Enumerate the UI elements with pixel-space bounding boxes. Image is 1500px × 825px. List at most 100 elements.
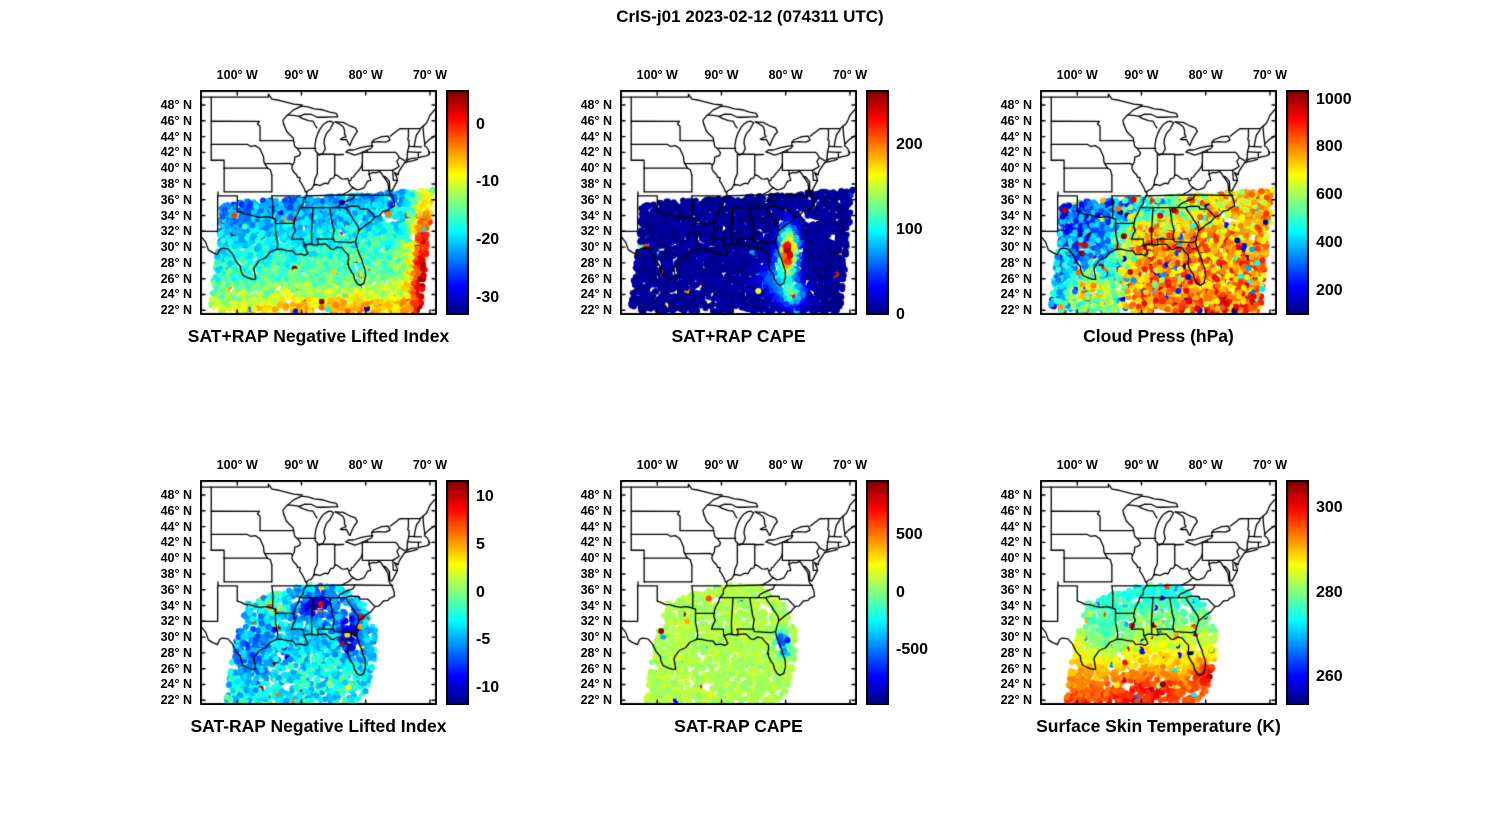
lon-tick-label: 70° W <box>1252 458 1288 472</box>
lon-tick-label: 70° W <box>1252 68 1288 82</box>
colorbar-tick-label: 1000 <box>1316 90 1352 108</box>
lat-tick-label: 30° N <box>580 630 612 645</box>
colorbar <box>446 480 469 705</box>
lat-tick-label: 48° N <box>580 488 612 502</box>
lon-tick-label: 100° W <box>1056 68 1098 82</box>
colorbar-tick-label: 800 <box>1316 138 1343 156</box>
map-canvas <box>620 480 857 705</box>
colorbar-tick-label: 100 <box>896 221 923 239</box>
lat-tick-label: 28° N <box>160 645 192 660</box>
lat-tick-label: 34° N <box>580 208 612 223</box>
colorbar <box>446 90 469 315</box>
colorbar-tick-label: 10 <box>476 488 494 506</box>
lat-tick-label: 22° N <box>580 303 612 318</box>
colorbar <box>1286 90 1309 315</box>
lat-tick-label: 32° N <box>160 614 192 629</box>
lat-tick-label: 30° N <box>160 240 192 255</box>
lat-tick-label: 28° N <box>580 645 612 660</box>
lat-tick-label: 38° N <box>160 566 192 581</box>
colorbar-tick-label: -10 <box>476 678 500 696</box>
lon-tick-label: 90° W <box>284 68 319 82</box>
lat-tick-label: 46° N <box>1000 503 1032 518</box>
lon-tick-label: 70° W <box>832 68 868 82</box>
lat-tick-label: 32° N <box>1000 614 1032 629</box>
lat-tick-label: 24° N <box>1000 677 1032 692</box>
lon-tick-label: 100° W <box>636 68 678 82</box>
lon-tick-label: 90° W <box>704 68 739 82</box>
colorbar-tick-label: 200 <box>1316 282 1343 300</box>
lat-tick-label: 46° N <box>580 113 612 128</box>
lat-tick-label: 24° N <box>160 287 192 302</box>
lon-tick-label: 80° W <box>768 458 803 472</box>
lat-tick-label: 40° N <box>1000 551 1032 566</box>
lat-tick-label: 36° N <box>580 582 612 597</box>
lat-tick-label: 48° N <box>1000 98 1032 112</box>
lat-tick-label: 36° N <box>1000 582 1032 597</box>
colorbar-tick-label: -10 <box>476 173 500 191</box>
lat-tick-label: 34° N <box>1000 598 1032 613</box>
lat-tick-label: 36° N <box>160 582 192 597</box>
lat-tick-label: 44° N <box>1000 129 1032 144</box>
lat-tick-label: 34° N <box>160 598 192 613</box>
lon-tick-label: 100° W <box>1056 458 1098 472</box>
lat-tick-label: 48° N <box>580 98 612 112</box>
lat-tick-label: 26° N <box>1000 661 1032 676</box>
lat-tick-label: 44° N <box>160 519 192 534</box>
lat-tick-label: 26° N <box>160 661 192 676</box>
lat-tick-label: 40° N <box>160 161 192 176</box>
lat-tick-label: 46° N <box>160 503 192 518</box>
lon-tick-label: 70° W <box>832 458 868 472</box>
panel-surface-skin-temperature: Surface Skin Temperature (K) 100° W 90° W… <box>950 440 1380 755</box>
colorbar-tick-label: 0 <box>476 115 485 133</box>
map-canvas <box>1040 90 1277 315</box>
lat-tick-label: 32° N <box>1000 224 1032 239</box>
colorbar-tick-label: -30 <box>476 288 500 306</box>
lon-tick-label: 90° W <box>704 458 739 472</box>
colorbar-tick-label: -20 <box>476 231 500 248</box>
panel-title: SAT-RAP CAPE <box>674 716 803 736</box>
lat-tick-label: 24° N <box>580 677 612 692</box>
panel-sat-minus-rap-negative-lifted-index: SAT-RAP Negative Lifted Index 100° W 90° … <box>110 440 540 755</box>
colorbar-tick-label: 0 <box>896 306 905 323</box>
lon-tick-label: 80° W <box>1188 458 1223 472</box>
colorbar-tick-label: 600 <box>1316 186 1343 204</box>
lat-tick-label: 48° N <box>160 488 192 502</box>
lat-tick-label: 30° N <box>160 630 192 645</box>
lon-tick-label: 90° W <box>1124 68 1159 82</box>
map-canvas <box>200 90 437 315</box>
lat-tick-label: 36° N <box>580 192 612 207</box>
lat-tick-label: 42° N <box>580 145 612 160</box>
colorbar <box>1286 480 1309 705</box>
colorbar-tick-label: 200 <box>896 136 923 154</box>
lat-tick-label: 34° N <box>160 208 192 223</box>
lat-tick-label: 32° N <box>580 224 612 239</box>
lat-tick-label: 26° N <box>160 271 192 286</box>
lon-tick-label: 80° W <box>348 458 383 472</box>
panel-title: Surface Skin Temperature (K) <box>1036 716 1281 736</box>
colorbar-tick-label: 280 <box>1316 583 1343 601</box>
colorbar-tick-label: 500 <box>896 526 923 544</box>
lat-tick-label: 28° N <box>160 255 192 270</box>
lat-tick-label: 22° N <box>160 303 192 318</box>
lat-tick-label: 42° N <box>160 145 192 160</box>
lat-tick-label: 28° N <box>580 255 612 270</box>
lat-tick-label: 46° N <box>1000 113 1032 128</box>
map-canvas <box>200 480 437 705</box>
lon-tick-label: 100° W <box>216 68 258 82</box>
figure-title: CrIS-j01 2023-02-12 (074311 UTC) <box>616 7 884 26</box>
lon-tick-label: 80° W <box>1188 68 1223 82</box>
lat-tick-label: 38° N <box>580 566 612 581</box>
lat-tick-label: 42° N <box>1000 535 1032 550</box>
lon-tick-label: 90° W <box>284 458 319 472</box>
lat-tick-label: 36° N <box>160 192 192 207</box>
lat-tick-label: 26° N <box>580 271 612 286</box>
map-canvas <box>1040 480 1277 705</box>
lat-tick-label: 32° N <box>580 614 612 629</box>
colorbar-tick-label: 260 <box>1316 668 1343 686</box>
lat-tick-label: 34° N <box>580 598 612 613</box>
lat-tick-label: 22° N <box>1000 693 1032 708</box>
lon-tick-label: 100° W <box>636 458 678 472</box>
